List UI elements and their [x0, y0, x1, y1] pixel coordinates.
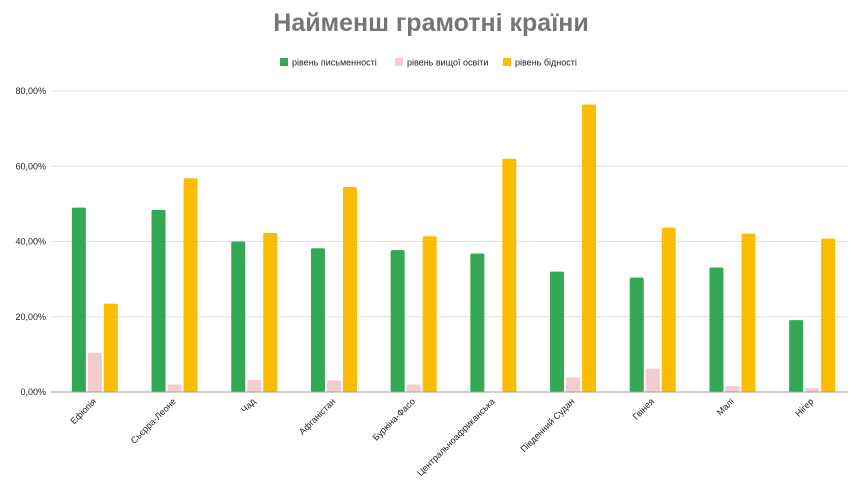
x-tick-label: Малі	[715, 396, 736, 417]
x-tick-label: Сьєрра-Леоне	[129, 396, 178, 445]
bar-2-4	[326, 380, 341, 392]
legend-swatch-3	[503, 58, 511, 66]
chart-title: Найменш грамотні країни	[273, 9, 588, 37]
x-axis-labels: Ефіопія Сьєрра-Леоне Чад Афганістан Буркіна-…	[68, 396, 815, 478]
x-tick-label: Центральноафриканська	[415, 396, 497, 478]
bar-1-9	[709, 267, 724, 392]
bar-3-5	[422, 236, 437, 392]
bar-2-9	[725, 385, 740, 392]
legend-swatch-1	[280, 58, 288, 66]
x-tick-label: Буркіна-Фасо	[371, 396, 417, 442]
bar-2-1	[87, 352, 102, 392]
bar-1-7	[550, 271, 565, 392]
bar-2-8	[645, 368, 660, 392]
x-tick-label: Нігер	[793, 396, 815, 418]
bar-3-7	[582, 104, 597, 393]
bar-1-3	[231, 241, 246, 392]
bar-1-10	[789, 320, 804, 392]
x-tick-label: Південний Судан	[519, 396, 577, 454]
y-tick-label: 80,00%	[15, 86, 46, 96]
bar-1-8	[629, 277, 644, 392]
y-tick-label: 60,00%	[15, 161, 46, 171]
bars	[71, 104, 836, 393]
x-tick-label: Афганістан	[297, 396, 337, 436]
y-tick-label: 40,00%	[15, 237, 46, 247]
legend: рівень письменності рівень вищої освіти рі…	[280, 58, 577, 68]
gridlines	[51, 90, 848, 318]
legend-swatch-2	[395, 58, 403, 66]
bar-3-6	[502, 158, 517, 392]
bar-1-1	[71, 207, 86, 392]
bar-1-4	[310, 248, 325, 392]
bar-3-10	[821, 238, 836, 392]
bar-3-3	[263, 232, 278, 392]
bar-3-2	[183, 178, 198, 392]
y-axis-ticks: 0,00% 20,00% 40,00% 60,00% 80,00%	[15, 86, 46, 397]
bar-2-3	[247, 379, 262, 392]
bar-3-4	[342, 186, 357, 392]
bar-2-5	[406, 384, 421, 392]
bar-2-7	[566, 377, 581, 392]
bar-1-2	[151, 209, 166, 392]
legend-label-2: рівень вищої освіти	[407, 58, 488, 68]
bar-1-6	[470, 253, 485, 392]
x-tick-label: Чад	[239, 396, 258, 415]
bar-3-8	[661, 227, 676, 392]
bar-1-5	[390, 250, 405, 392]
legend-label-3: рівень бідності	[515, 58, 577, 68]
y-tick-label: 0,00%	[20, 387, 46, 397]
bar-2-10	[805, 388, 820, 392]
bar-3-9	[741, 233, 756, 392]
bar-2-2	[167, 384, 182, 392]
x-tick-label: Гвінея	[631, 396, 657, 422]
y-tick-label: 20,00%	[15, 312, 46, 322]
bar-3-1	[103, 303, 118, 392]
legend-label-1: рівень письменності	[292, 58, 377, 68]
x-tick-label: Ефіопія	[68, 396, 98, 426]
